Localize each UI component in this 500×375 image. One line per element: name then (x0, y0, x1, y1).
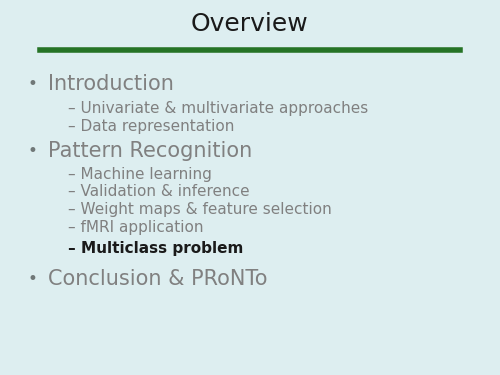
Text: Overview: Overview (191, 12, 309, 36)
Text: – Univariate & multivariate approaches: – Univariate & multivariate approaches (68, 101, 368, 116)
Text: Pattern Recognition: Pattern Recognition (48, 141, 252, 161)
Text: Introduction: Introduction (48, 74, 174, 94)
Text: Conclusion & PRoNTo: Conclusion & PRoNTo (48, 269, 267, 290)
Text: – Validation & inference: – Validation & inference (68, 184, 249, 200)
Text: – fMRI application: – fMRI application (68, 220, 203, 235)
Text: – Machine learning: – Machine learning (68, 167, 212, 182)
Text: •: • (28, 270, 38, 288)
Text: – Weight maps & feature selection: – Weight maps & feature selection (68, 202, 331, 217)
Text: – Data representation: – Data representation (68, 119, 234, 134)
Text: •: • (28, 75, 38, 93)
Text: – Multiclass problem: – Multiclass problem (68, 241, 243, 256)
Text: •: • (28, 142, 38, 160)
